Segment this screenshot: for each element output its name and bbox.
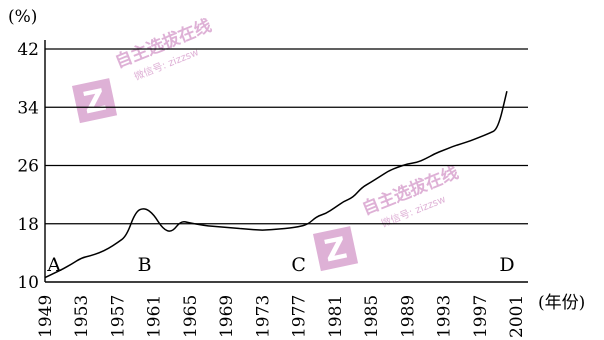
x-tick-label: 1961 <box>145 295 165 338</box>
x-tick-label: 1981 <box>326 295 346 338</box>
y-tick-label: 10 <box>17 273 39 293</box>
y-tick-label: 26 <box>17 157 39 177</box>
x-tick-label: 1949 <box>36 295 56 338</box>
x-axis-unit-label: (年份) <box>538 293 585 313</box>
y-tick-label: 34 <box>17 98 39 118</box>
grid-lines <box>45 48 528 225</box>
x-tick-label: 1953 <box>72 295 92 338</box>
x-tick-label: 1993 <box>435 295 455 338</box>
point-label-d: D <box>499 254 514 276</box>
x-tick-labels: 1949 1953 1957 1961 1965 1969 1973 1977 1981 1985… <box>36 295 527 338</box>
series-line-0 <box>44 91 508 279</box>
x-tick-label: 1973 <box>253 295 273 338</box>
y-axis-unit-label: (%) <box>8 7 37 27</box>
y-tick-label: 42 <box>17 40 39 60</box>
y-tick-labels: 10 18 26 34 42 <box>17 40 39 293</box>
watermark-logo-icon-2 <box>313 226 359 272</box>
axes <box>44 40 528 283</box>
point-labels: A B C D <box>46 254 514 276</box>
x-tick-label: 1957 <box>108 295 128 338</box>
point-label-a: A <box>46 254 61 276</box>
watermark: Z 自主选拔在线 微信号: zizzsw Z 自主选拔在线 微信号: zizzs… <box>72 15 461 272</box>
y-tick-label: 18 <box>17 215 39 235</box>
x-tick-label: 1989 <box>398 295 418 338</box>
x-tick-label: 1969 <box>217 295 237 338</box>
x-tick-label: 1965 <box>181 295 201 338</box>
x-tick-label: 1977 <box>290 295 310 338</box>
watermark-logo-icon <box>72 78 118 124</box>
series-layer <box>44 91 508 279</box>
point-label-b: B <box>138 254 152 276</box>
x-tick-label: 1997 <box>471 295 491 338</box>
point-label-c: C <box>291 254 306 276</box>
x-tick-label: 1985 <box>362 295 382 338</box>
x-tick-label: 2001 <box>507 295 527 338</box>
